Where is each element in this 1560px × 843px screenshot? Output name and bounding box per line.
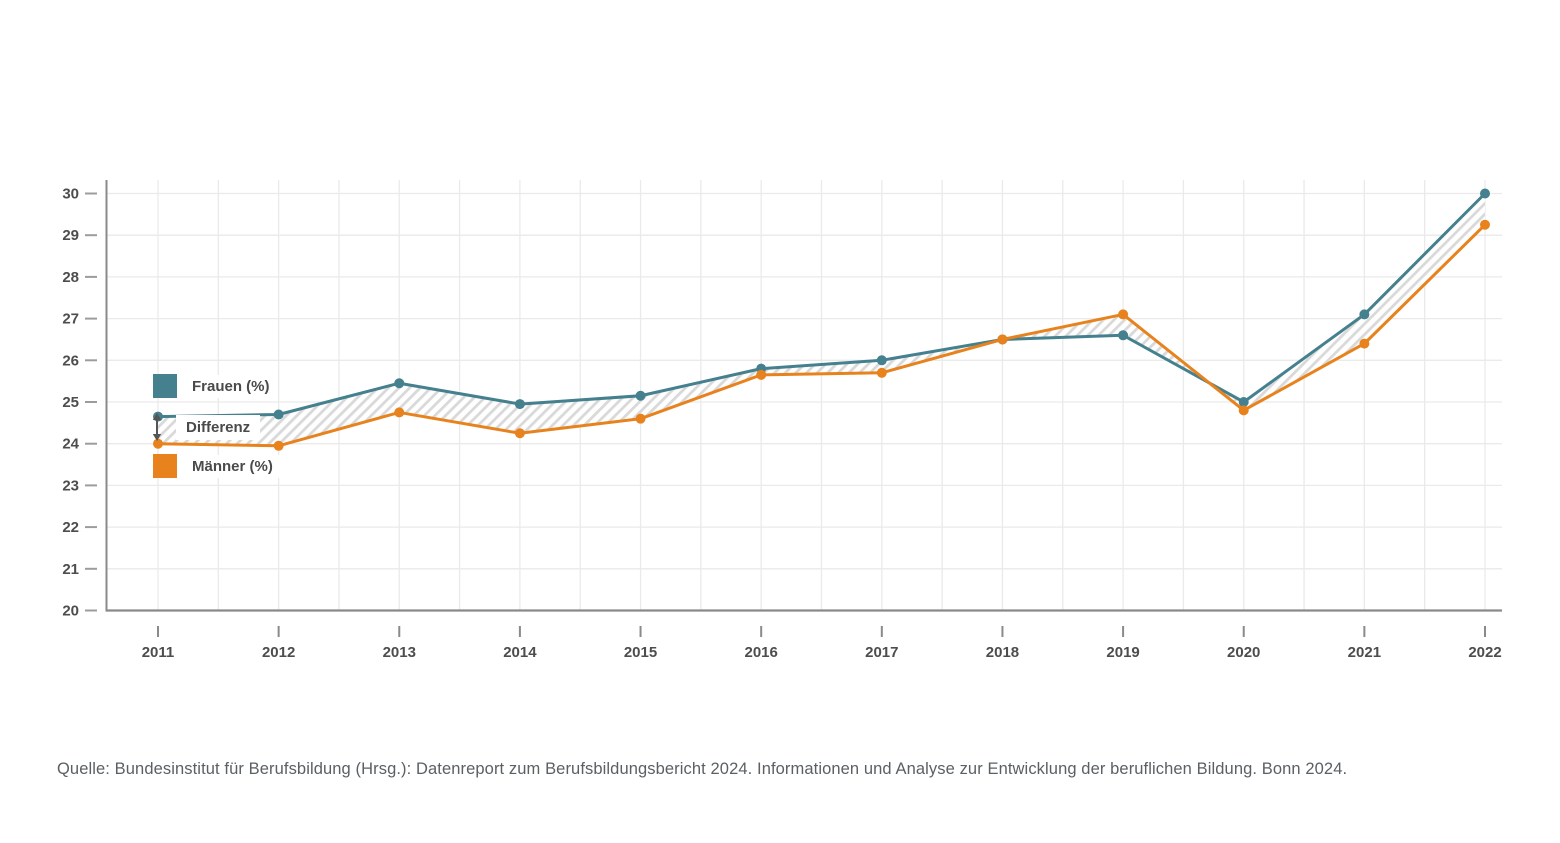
x-tick-label: 2014 [503, 644, 537, 661]
up-down-arrow-icon [152, 413, 162, 441]
y-tick-label: 29 [62, 227, 79, 244]
gridlines [106, 180, 1502, 610]
frauen-point-2021 [1359, 309, 1370, 320]
maenner-swatch-icon [153, 454, 177, 478]
maenner-point-2022 [1480, 219, 1490, 230]
maenner-point-2020 [1238, 405, 1249, 416]
maenner-point-2015 [635, 413, 646, 424]
legend-label-maenner: Männer (%) [184, 454, 281, 478]
frauen-point-2019 [1118, 330, 1129, 341]
axes [105, 180, 1502, 612]
x-tick-label: 2013 [383, 644, 416, 661]
source-citation: Quelle: Bundesinstitut für Berufsbildung… [57, 760, 1348, 778]
frauen-point-2020 [1238, 397, 1249, 407]
maenner-point-2011 [153, 438, 163, 449]
y-tick-label: 20 [62, 603, 79, 620]
maenner-point-2013 [394, 407, 405, 418]
y-tick-label: 28 [62, 269, 79, 286]
legend-item-maenner: Männer (%) [153, 454, 281, 478]
x-tick-label: 2015 [624, 644, 657, 661]
legend-label-frauen: Frauen (%) [184, 374, 278, 398]
y-tick-label: 27 [62, 311, 79, 328]
y-axis-labels: 20 21 22 23 24 25 26 27 28 29 30 [62, 186, 97, 620]
legend-item-differenz: Differenz [150, 412, 261, 442]
frauen-point-2013 [394, 378, 405, 389]
differenz-band [158, 193, 1485, 446]
y-tick-label: 21 [62, 561, 79, 578]
frauen-point-2012 [273, 409, 284, 420]
x-tick-label: 2021 [1348, 644, 1381, 661]
y-tick-label: 24 [62, 436, 79, 453]
x-tick-label: 2017 [865, 644, 898, 661]
frauen-point-2017 [876, 355, 887, 366]
frauen-point-2022 [1480, 188, 1490, 199]
legend-label-differenz: Differenz [176, 414, 261, 440]
x-tick-label: 2012 [262, 644, 295, 661]
x-tick-label: 2019 [1106, 644, 1139, 661]
y-tick-label: 22 [62, 519, 79, 536]
x-axis-labels: 2011 2012 2013 2014 2015 2016 2017 2018 2019 2020… [142, 626, 1502, 661]
frauen-point-2015 [635, 390, 646, 401]
maenner-point-2018 [997, 334, 1008, 345]
y-tick-label: 26 [62, 352, 79, 369]
x-tick-label: 2022 [1468, 644, 1501, 661]
maenner-point-2017 [876, 367, 887, 378]
x-tick-label: 2020 [1227, 644, 1260, 661]
x-tick-label: 2011 [142, 644, 175, 661]
y-tick-label: 23 [62, 477, 79, 494]
maenner-line [153, 219, 1490, 451]
y-tick-label: 25 [62, 394, 79, 411]
x-tick-label: 2018 [986, 644, 1019, 661]
maenner-point-2019 [1118, 309, 1129, 320]
maenner-point-2014 [514, 428, 525, 439]
frauen-swatch-icon [153, 374, 177, 398]
maenner-point-2021 [1359, 338, 1370, 349]
maenner-point-2012 [273, 440, 284, 451]
y-tick-label: 30 [62, 186, 79, 203]
legend-item-frauen: Frauen (%) [153, 374, 278, 398]
frauen-point-2014 [514, 399, 525, 410]
x-tick-label: 2016 [744, 644, 777, 661]
maenner-point-2016 [756, 369, 767, 380]
